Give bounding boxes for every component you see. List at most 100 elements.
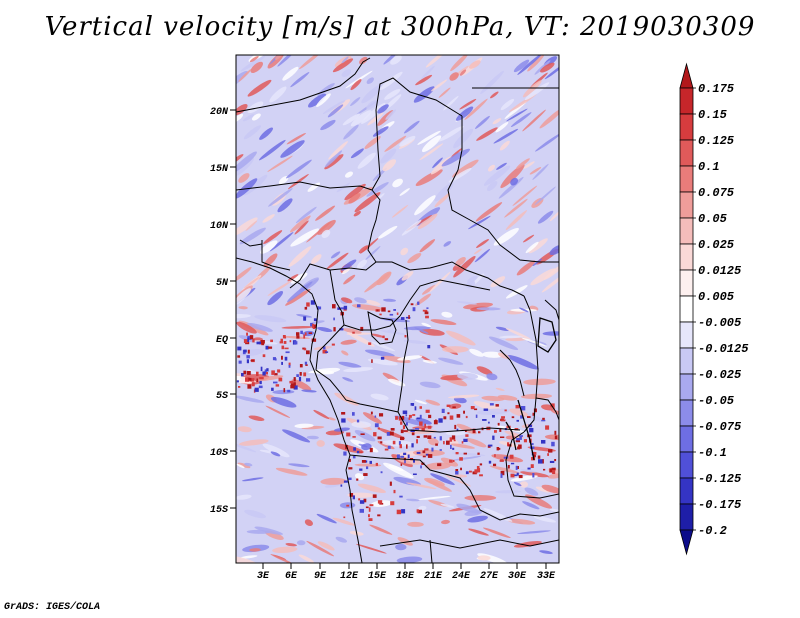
- field-speckle: [504, 409, 507, 412]
- field-speckle: [343, 516, 346, 519]
- field-speckle: [271, 387, 274, 391]
- field-speckle: [419, 421, 423, 426]
- field-blob: [399, 135, 416, 147]
- field-speckle: [463, 410, 465, 414]
- field-speckle: [371, 359, 373, 363]
- field-blob: [244, 509, 267, 519]
- field-speckle: [368, 507, 371, 512]
- field-speckle: [488, 444, 493, 447]
- field-blob: [348, 193, 361, 204]
- field-blob: [342, 113, 361, 126]
- colorbar-top-arrow: [679, 62, 694, 89]
- field-blob: [449, 72, 459, 81]
- field-blob: [236, 463, 245, 469]
- field-speckle: [278, 377, 283, 382]
- colorbar-label: -0.1: [698, 446, 727, 460]
- field-blob: [456, 503, 480, 514]
- field-speckle: [279, 341, 283, 344]
- field-speckle: [529, 428, 534, 433]
- lat-label: 10S: [210, 448, 228, 459]
- field-speckle: [542, 417, 545, 420]
- field-speckle: [543, 468, 546, 471]
- field-speckle: [452, 406, 456, 408]
- field-blob: [482, 527, 511, 539]
- field-speckle: [401, 509, 406, 514]
- field-blob: [476, 239, 489, 248]
- field-speckle: [346, 504, 350, 507]
- field-speckle: [365, 506, 369, 509]
- field-blob: [301, 389, 317, 393]
- colorbar-box: [679, 425, 694, 453]
- field-blob: [534, 186, 556, 205]
- field-blob: [313, 409, 330, 420]
- field-speckle: [359, 451, 363, 454]
- field-blob: [475, 115, 490, 129]
- field-speckle: [323, 346, 326, 350]
- field-speckle: [343, 451, 347, 456]
- lon-label: 12E: [340, 571, 359, 582]
- field-speckle: [303, 334, 306, 339]
- field-speckle: [477, 468, 481, 473]
- field-speckle: [441, 408, 445, 413]
- field-blob: [385, 109, 397, 120]
- field-blob: [317, 219, 336, 235]
- field-blob: [507, 355, 539, 370]
- field-blob: [296, 314, 312, 318]
- field-blob: [513, 59, 530, 73]
- field-blob: [344, 183, 366, 201]
- field-blob: [457, 372, 479, 380]
- field-blob: [535, 132, 559, 152]
- field-speckle: [405, 316, 411, 319]
- field-speckle: [402, 410, 408, 415]
- field-speckle: [405, 414, 408, 417]
- field-blob: [341, 69, 352, 77]
- field-blob: [474, 248, 482, 255]
- field-blob: [429, 271, 451, 293]
- field-blob: [313, 346, 333, 350]
- field-blob: [397, 537, 413, 546]
- field-blob: [421, 65, 435, 80]
- field-blob: [516, 260, 536, 276]
- field-blob: [549, 508, 559, 514]
- field-speckle: [405, 422, 408, 426]
- field-blob: [537, 210, 554, 224]
- field-speckle: [247, 384, 252, 389]
- field-speckle: [422, 455, 426, 458]
- field-blob: [270, 553, 294, 563]
- field-speckle: [492, 435, 495, 440]
- field-speckle: [446, 440, 450, 445]
- field-speckle: [384, 448, 389, 451]
- field-blob: [519, 307, 529, 313]
- field-speckle: [368, 342, 372, 345]
- field-speckle: [299, 364, 303, 368]
- field-blob: [311, 320, 325, 324]
- field-speckle: [532, 412, 535, 416]
- lon-label: 24E: [452, 571, 471, 582]
- field-blob: [510, 112, 532, 128]
- field-speckle: [352, 436, 356, 438]
- field-blob: [272, 546, 298, 554]
- field-speckle: [554, 435, 558, 440]
- field-blob: [324, 154, 344, 170]
- field-speckle: [449, 437, 453, 442]
- field-speckle: [356, 419, 360, 423]
- field-speckle: [368, 514, 370, 518]
- field-speckle: [272, 357, 276, 361]
- field-speckle: [469, 470, 472, 473]
- field-speckle: [247, 337, 250, 342]
- field-speckle: [293, 385, 298, 390]
- field-blob: [307, 182, 321, 192]
- lat-label: 5N: [216, 278, 229, 289]
- field-blob: [540, 62, 555, 73]
- field-speckle: [380, 356, 385, 360]
- field-blob: [517, 55, 544, 75]
- colorbar-label: -0.05: [698, 394, 735, 408]
- field-blob: [359, 56, 368, 65]
- field-speckle: [523, 439, 527, 443]
- field-speckle: [479, 463, 483, 466]
- field-blob: [430, 473, 455, 486]
- field-speckle: [410, 403, 415, 406]
- field-blob: [366, 100, 378, 110]
- field-blob: [504, 198, 528, 218]
- field-blob: [539, 106, 559, 129]
